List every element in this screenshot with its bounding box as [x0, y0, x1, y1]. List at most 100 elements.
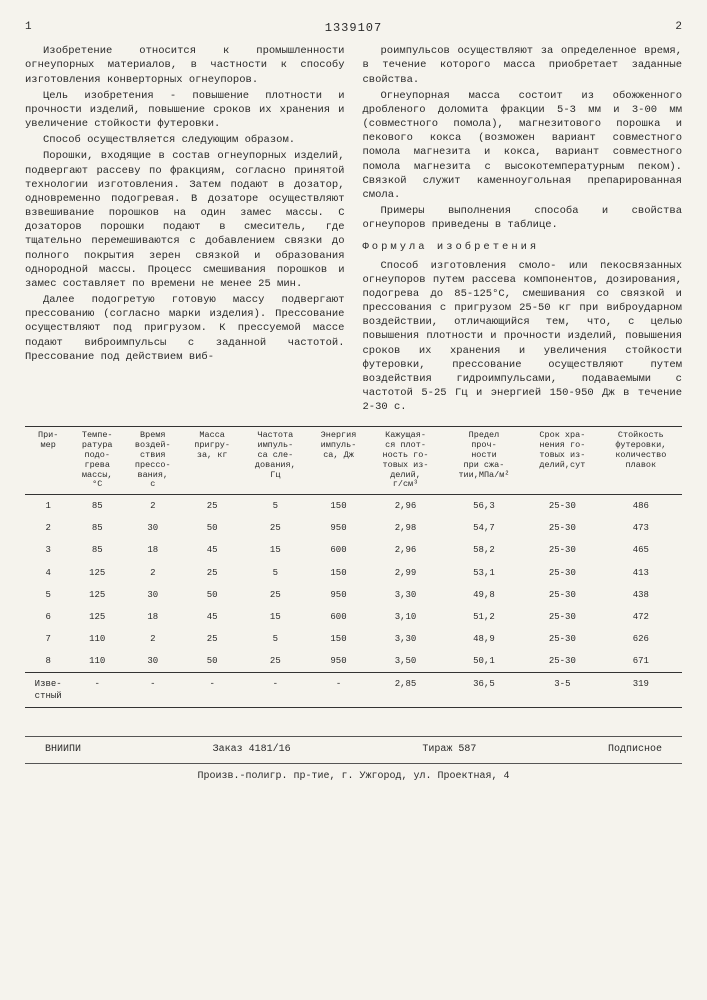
formula-title: Формула изобретения: [363, 240, 683, 254]
col-6: Кажущая- ся плот- ность го- товых из- де…: [368, 427, 443, 495]
table-cell: 1: [25, 495, 71, 518]
table-cell: 110: [71, 650, 123, 673]
table-cell: 25: [182, 562, 241, 584]
table-cell: 25-30: [525, 650, 600, 673]
table-cell: 2: [123, 495, 182, 518]
table-cell: 53,1: [443, 562, 525, 584]
table-cell: 48,9: [443, 628, 525, 650]
table-cell: 85: [71, 517, 123, 539]
right-p1: роимпульсов осуществляют за определенное…: [363, 44, 683, 87]
table-cell: 465: [600, 539, 682, 561]
table-cell: 2,85: [368, 673, 443, 708]
table-cell: 5: [25, 584, 71, 606]
table-cell: 54,7: [443, 517, 525, 539]
table-cell: 950: [309, 584, 368, 606]
page-number-left: 1: [25, 20, 32, 36]
table-cell: 25: [242, 650, 309, 673]
table-row: 2853050259502,9854,725-30473: [25, 517, 682, 539]
table-cell: 30: [123, 584, 182, 606]
table-cell: 25-30: [525, 628, 600, 650]
table-cell: 472: [600, 606, 682, 628]
table-cell: Изве- стный: [25, 673, 71, 708]
table-cell: 18: [123, 539, 182, 561]
footer-org: ВНИИПИ: [45, 743, 81, 757]
table-cell: 150: [309, 562, 368, 584]
table-cell: 600: [309, 606, 368, 628]
table-cell: 18: [123, 606, 182, 628]
table-cell: 2: [123, 628, 182, 650]
table-cell: 950: [309, 517, 368, 539]
table-cell: 8: [25, 650, 71, 673]
table-cell: 5: [242, 562, 309, 584]
table-cell: -: [123, 673, 182, 708]
table-cell: 7: [25, 628, 71, 650]
footer: ВНИИПИ Заказ 4181/16 Тираж 587 Подписное…: [25, 736, 682, 783]
table-cell: 3,50: [368, 650, 443, 673]
table-cell: 15: [242, 539, 309, 561]
table-cell: 671: [600, 650, 682, 673]
table-body: 18522551502,9656,325-304862853050259502,…: [25, 495, 682, 708]
table-cell: 125: [71, 606, 123, 628]
table-cell: 25: [242, 584, 309, 606]
col-4: Частота импуль- са сле- дования, Гц: [242, 427, 309, 495]
table-cell: 85: [71, 539, 123, 561]
table-row: 3851845156002,9658,225-30465: [25, 539, 682, 561]
left-p3: Способ осуществляется следующим образом.: [25, 133, 345, 147]
table-cell: 2,96: [368, 539, 443, 561]
table-cell: 25-30: [525, 606, 600, 628]
table-cell: 58,2: [443, 539, 525, 561]
table-cell: 45: [182, 539, 241, 561]
page-number-right: 2: [675, 20, 682, 36]
table-cell: 25-30: [525, 539, 600, 561]
table-cell: 30: [123, 517, 182, 539]
footer-signed: Подписное: [608, 743, 662, 757]
table-row: 81103050259503,5050,125-30671: [25, 650, 682, 673]
table-cell: 50,1: [443, 650, 525, 673]
table-cell: 45: [182, 606, 241, 628]
table-cell: 3,30: [368, 628, 443, 650]
table-cell: 438: [600, 584, 682, 606]
table-cell: 6: [25, 606, 71, 628]
table-cell: 25-30: [525, 562, 600, 584]
table-cell: -: [242, 673, 309, 708]
table-cell: 49,8: [443, 584, 525, 606]
left-p1: Изобретение относится к промышленности о…: [25, 44, 345, 87]
table-cell: 51,2: [443, 606, 525, 628]
right-p4: Способ изготовления смоло- или пекосвяза…: [363, 259, 683, 415]
right-p3: Примеры выполнения способа и свойства ог…: [363, 204, 683, 232]
table-cell: 3: [25, 539, 71, 561]
col-7: Предел проч- ности при сжа- тии,МПа/м²: [443, 427, 525, 495]
table-cell: 3,30: [368, 584, 443, 606]
col-8: Срок хра- нения го- товых из- делий,сут: [525, 427, 600, 495]
table-cell: 950: [309, 650, 368, 673]
table-cell: 25: [182, 495, 241, 518]
footer-address: Произв.-полигр. пр-тие, г. Ужгород, ул. …: [25, 770, 682, 784]
left-column: Изобретение относится к промышленности о…: [25, 44, 345, 416]
table-cell: 473: [600, 517, 682, 539]
col-5: Энергия импуль- са, Дж: [309, 427, 368, 495]
table-cell: 2,98: [368, 517, 443, 539]
footer-order: Заказ 4181/16: [213, 743, 291, 757]
table-row: 18522551502,9656,325-30486: [25, 495, 682, 518]
table-cell: 25-30: [525, 495, 600, 518]
table-cell: 85: [71, 495, 123, 518]
table-cell: 4: [25, 562, 71, 584]
col-9: Стойкость футеровки, количество плавок: [600, 427, 682, 495]
table-cell: 626: [600, 628, 682, 650]
table-row: 51253050259503,3049,825-30438: [25, 584, 682, 606]
table-cell: 2,96: [368, 495, 443, 518]
table-row: 412522551502,9953,125-30413: [25, 562, 682, 584]
table-cell: 319: [600, 673, 682, 708]
table-cell: -: [182, 673, 241, 708]
table-cell: 5: [242, 495, 309, 518]
table-cell: 3,10: [368, 606, 443, 628]
table-cell: 56,3: [443, 495, 525, 518]
right-column: роимпульсов осуществляют за определенное…: [363, 44, 683, 416]
left-p4: Порошки, входящие в состав огнеупорных и…: [25, 149, 345, 291]
body-columns: Изобретение относится к промышленности о…: [25, 44, 682, 416]
col-0: При- мер: [25, 427, 71, 495]
table-cell: 2: [123, 562, 182, 584]
col-1: Темпе- ратура подо- грева массы, °С: [71, 427, 123, 495]
table-row: 61251845156003,1051,225-30472: [25, 606, 682, 628]
table-cell: 36,5: [443, 673, 525, 708]
